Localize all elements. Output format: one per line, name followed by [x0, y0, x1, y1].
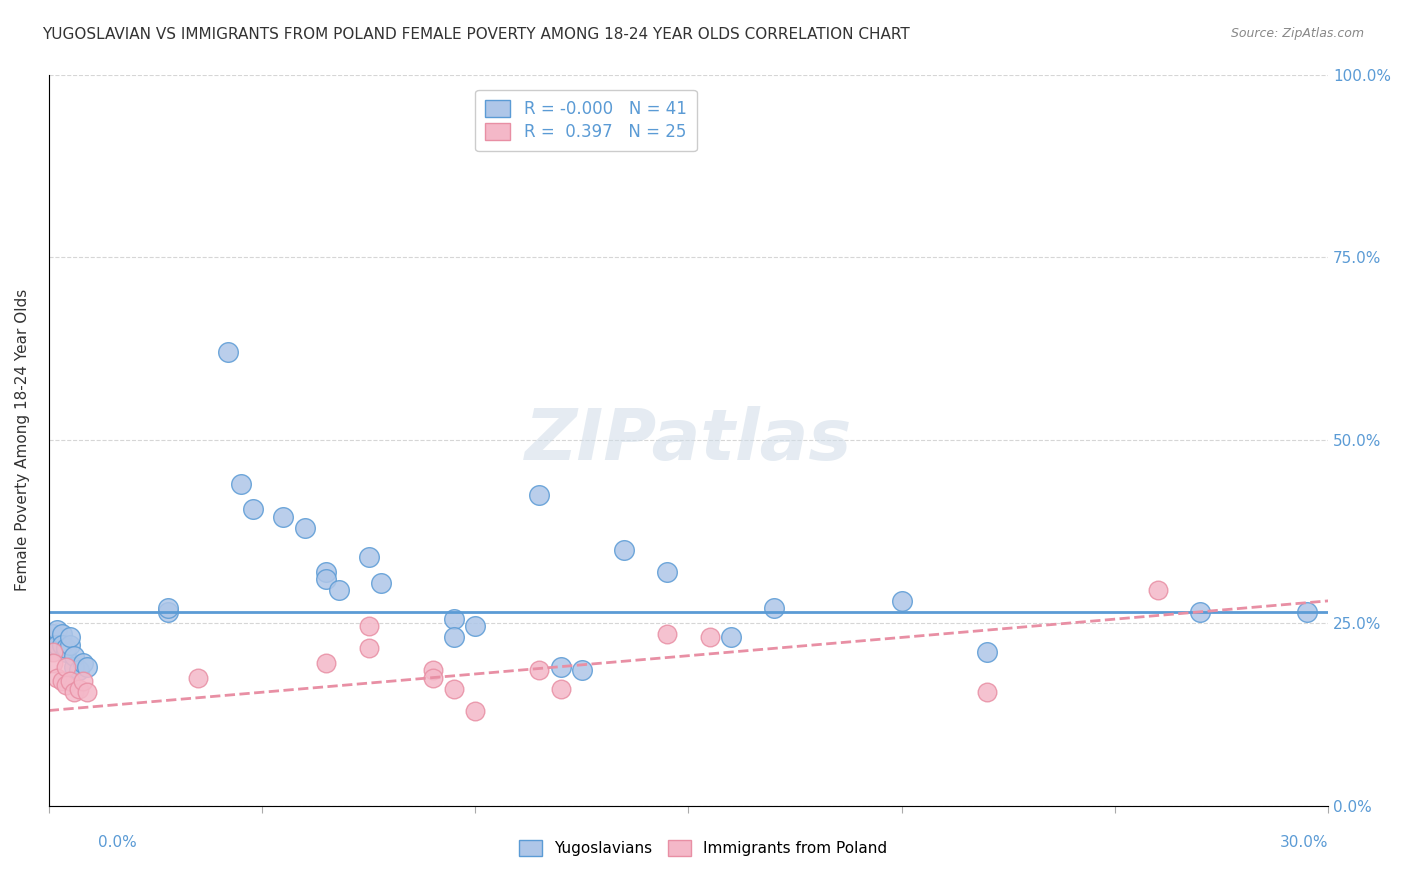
Point: [42, 626, 65, 640]
Point: [51, 674, 73, 689]
Point: [422, 671, 444, 685]
Point: [46, 623, 69, 637]
Point: [357, 549, 380, 564]
Point: [890, 594, 912, 608]
Point: [51, 626, 73, 640]
Point: [42, 645, 65, 659]
Y-axis label: Female Poverty Among 18-24 Year Olds: Female Poverty Among 18-24 Year Olds: [15, 289, 30, 591]
Point: [976, 645, 998, 659]
Text: Source: ZipAtlas.com: Source: ZipAtlas.com: [1230, 27, 1364, 40]
Point: [157, 605, 180, 619]
Point: [443, 631, 465, 645]
Point: [1295, 605, 1317, 619]
Point: [67, 663, 90, 677]
Point: [1189, 605, 1212, 619]
Legend: Yugoslavians, Immigrants from Poland: Yugoslavians, Immigrants from Poland: [513, 834, 893, 862]
Point: [655, 626, 678, 640]
Point: [443, 612, 465, 626]
Point: [42, 638, 65, 652]
Point: [229, 476, 252, 491]
Point: [720, 631, 742, 645]
Point: [527, 663, 550, 677]
Point: [72, 656, 94, 670]
Point: [59, 631, 82, 645]
Point: [42, 656, 65, 670]
Point: [187, 671, 209, 685]
Point: [63, 685, 86, 699]
Point: [76, 659, 98, 673]
Point: [464, 619, 486, 633]
Point: [59, 638, 82, 652]
Text: YUGOSLAVIAN VS IMMIGRANTS FROM POLAND FEMALE POVERTY AMONG 18-24 YEAR OLDS CORRE: YUGOSLAVIAN VS IMMIGRANTS FROM POLAND FE…: [42, 27, 910, 42]
Point: [357, 641, 380, 656]
Point: [422, 663, 444, 677]
Point: [67, 681, 90, 696]
Point: [242, 502, 264, 516]
Point: [550, 659, 572, 673]
Point: [55, 659, 77, 673]
Point: [699, 631, 721, 645]
Point: [315, 656, 337, 670]
Point: [217, 345, 239, 359]
Point: [315, 565, 337, 579]
Point: [271, 509, 294, 524]
Point: [328, 582, 350, 597]
Text: 0.0%: 0.0%: [98, 836, 138, 850]
Point: [976, 685, 998, 699]
Point: [46, 671, 69, 685]
Point: [357, 619, 380, 633]
Point: [76, 685, 98, 699]
Point: [571, 663, 593, 677]
Point: [46, 638, 69, 652]
Text: ZIPatlas: ZIPatlas: [524, 406, 852, 475]
Point: [63, 648, 86, 663]
Point: [59, 674, 82, 689]
Point: [527, 488, 550, 502]
Point: [370, 575, 392, 590]
Point: [443, 681, 465, 696]
Point: [655, 565, 678, 579]
Point: [762, 601, 785, 615]
Point: [1146, 582, 1168, 597]
Point: [72, 674, 94, 689]
Point: [315, 572, 337, 586]
Point: [55, 641, 77, 656]
Legend: R = -0.000   N = 41, R =  0.397   N = 25: R = -0.000 N = 41, R = 0.397 N = 25: [475, 90, 697, 152]
Point: [613, 542, 636, 557]
Point: [63, 659, 86, 673]
Point: [550, 681, 572, 696]
Point: [294, 521, 316, 535]
Point: [55, 645, 77, 659]
Point: [464, 704, 486, 718]
Text: 30.0%: 30.0%: [1281, 836, 1329, 850]
Point: [51, 638, 73, 652]
Point: [157, 601, 180, 615]
Point: [55, 678, 77, 692]
